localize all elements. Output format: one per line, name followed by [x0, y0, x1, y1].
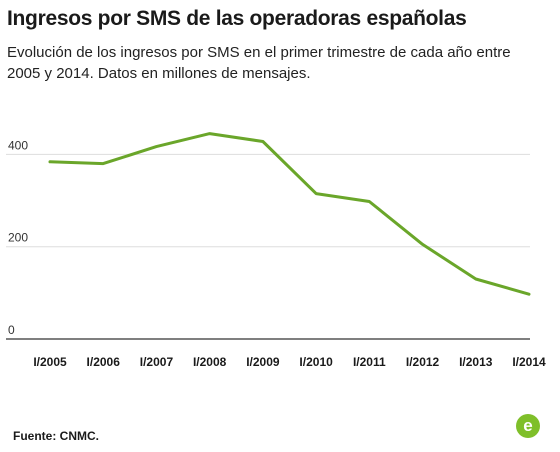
x-tick-label: I/2008: [193, 355, 227, 369]
series-lines: [48, 132, 531, 296]
x-tick-label: I/2009: [246, 355, 280, 369]
y-tick-label: 400: [8, 138, 28, 152]
x-tick-label: I/2005: [33, 355, 67, 369]
chart-title: Ingresos por SMS de las operadoras españ…: [7, 7, 467, 30]
chart-subtitle: Evolución de los ingresos por SMS en el …: [7, 44, 511, 82]
publisher-logo: e: [516, 414, 540, 438]
x-tick-label: I/2014: [512, 355, 546, 369]
source-note: Fuente: CNMC.: [13, 429, 99, 443]
x-tick-label: I/2013: [459, 355, 493, 369]
publisher-logo-letter: e: [523, 416, 533, 435]
y-axis-ticks: 0 200 400: [8, 138, 28, 337]
series-line: [48, 132, 531, 296]
y-tick-label: 200: [8, 231, 28, 245]
x-tick-label: I/2006: [87, 355, 121, 369]
y-tick-label: 0: [8, 323, 15, 337]
x-tick-label: I/2011: [353, 355, 386, 369]
gridlines: [6, 153, 530, 340]
x-tick-label: I/2012: [406, 355, 440, 369]
x-tick-label: I/2010: [299, 355, 333, 369]
x-tick-label: I/2007: [140, 355, 174, 369]
x-axis-ticks: I/2005 I/2006 I/2007 I/2008 I/2009 I/2010 I/20…: [33, 355, 546, 369]
